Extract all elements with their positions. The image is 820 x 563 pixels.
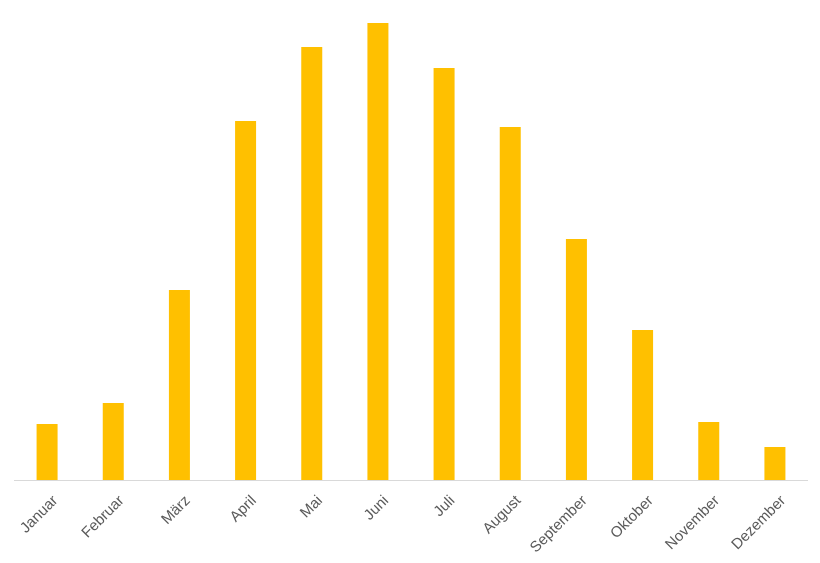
- x-tick-label-juni: Juni: [361, 492, 392, 523]
- bar-juni: [367, 23, 389, 480]
- x-tick-label-märz: März: [158, 492, 194, 528]
- bar-april: [235, 121, 257, 480]
- bar-mai: [301, 47, 323, 480]
- x-tick-label-november: November: [662, 492, 723, 553]
- bar-oktober: [632, 330, 654, 480]
- x-tick-label-dezember: Dezember: [728, 492, 789, 553]
- bars-group: [36, 23, 786, 480]
- x-tick-label-august: August: [479, 492, 525, 538]
- bar-september: [565, 239, 587, 480]
- bar-februar: [102, 403, 124, 480]
- x-tick-labels: Januar Februar März April Mai Juni Juli August S…: [17, 492, 789, 556]
- x-tick-label-juli: Juli: [430, 492, 458, 520]
- bar-dezember: [764, 447, 786, 480]
- x-tick-label-januar: Januar: [17, 492, 61, 536]
- bar-august: [499, 127, 521, 480]
- x-tick-label-mai: Mai: [297, 492, 326, 521]
- x-tick-label-februar: Februar: [78, 492, 127, 541]
- x-tick-label-september: September: [527, 492, 591, 556]
- bar-märz: [168, 290, 190, 480]
- bar-januar: [36, 424, 58, 480]
- bar-november: [698, 422, 720, 480]
- x-tick-label-april: April: [227, 492, 260, 525]
- bar-juli: [433, 68, 455, 480]
- x-tick-label-oktober: Oktober: [607, 492, 657, 542]
